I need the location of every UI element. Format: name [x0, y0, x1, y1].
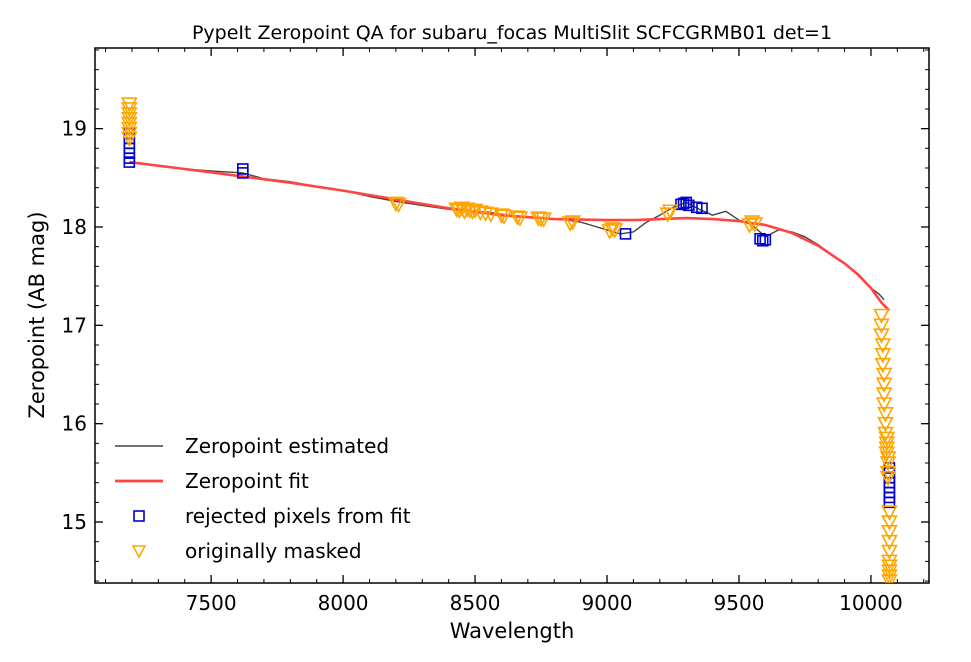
- masked-pixel-marker: [564, 215, 582, 231]
- legend-label-1: Zeropoint fit: [185, 469, 309, 493]
- legend-label-2: rejected pixels from fit: [185, 504, 411, 528]
- masked-pixel-marker: [535, 212, 553, 228]
- masked-pixel-marker: [120, 107, 138, 123]
- masked-pixel-marker: [881, 559, 898, 575]
- legend-label-3: originally masked: [185, 539, 362, 563]
- y-tick-label: 15: [62, 510, 87, 534]
- masked-pixel-marker: [881, 554, 898, 571]
- legend: Zeropoint estimated Zeropoint fit rejected…: [115, 434, 411, 563]
- y-tick-label: 17: [62, 313, 87, 337]
- masked-pixel-marker: [495, 209, 513, 225]
- masked-pixel-marker: [877, 407, 894, 423]
- masked-pixel-marker: [873, 308, 890, 325]
- masked-pixel-marker: [390, 197, 407, 214]
- series-line-1: [129, 160, 891, 312]
- masked-pixel-marker: [879, 466, 897, 482]
- x-tick-label: 9000: [582, 591, 633, 615]
- masked-pixel-marker: [874, 338, 892, 354]
- legend-swatch-2: [133, 510, 145, 522]
- data-layer: [120, 97, 898, 583]
- masked-pixel-marker: [881, 505, 898, 521]
- masked-pixel-marker: [120, 126, 138, 143]
- masked-pixel-marker: [878, 436, 896, 453]
- y-tick-label: 19: [62, 117, 87, 141]
- masked-pixel-marker: [881, 525, 898, 541]
- masked-pixel-marker: [881, 544, 898, 561]
- masked-pixel-marker: [873, 328, 890, 344]
- rejected-pixel-marker: [756, 234, 769, 247]
- y-tick-label: 18: [62, 215, 87, 239]
- masked-pixel-marker: [879, 470, 897, 487]
- masked-pixel-marker: [874, 348, 892, 364]
- masked-pixel-marker: [456, 204, 473, 220]
- masked-pixel-marker: [601, 224, 618, 240]
- masked-pixel-marker: [881, 534, 898, 551]
- masked-pixel-marker: [120, 97, 138, 113]
- rejected-pixel-marker: [696, 202, 708, 215]
- masked-pixel-marker: [874, 357, 892, 374]
- masked-pixel-marker: [881, 515, 898, 531]
- masked-pixel-marker: [120, 116, 138, 133]
- masked-pixel-marker: [466, 203, 484, 219]
- rejected-pixel-marker: [123, 127, 136, 140]
- y-axis-label: Zeropoint (AB mag): [25, 211, 49, 418]
- masked-pixel-marker: [561, 216, 579, 232]
- masked-pixel-marker: [875, 387, 893, 403]
- x-tick-label: 8500: [450, 591, 501, 615]
- rejected-pixel-marker: [236, 163, 249, 175]
- masked-pixel-marker: [482, 207, 500, 223]
- x-tick-label: 7500: [186, 591, 237, 615]
- masked-pixel-marker: [603, 222, 621, 238]
- masked-pixel-marker: [881, 574, 898, 583]
- masked-pixel-marker: [471, 205, 489, 221]
- legend-swatch-3: [131, 545, 147, 559]
- masked-pixel-marker: [606, 223, 624, 239]
- masked-pixel-marker: [120, 121, 138, 138]
- masked-pixel-marker: [511, 211, 529, 227]
- plot-frame: [94, 47, 930, 584]
- masked-pixel-marker: [879, 451, 897, 467]
- masked-pixel-marker: [878, 441, 896, 457]
- masked-pixel-marker: [120, 131, 138, 148]
- masked-pixel-marker: [878, 431, 896, 448]
- x-tick-label: 8000: [318, 591, 369, 615]
- masked-pixel-marker: [875, 367, 893, 384]
- x-tick-label: 10000: [839, 591, 903, 615]
- legend-label-0: Zeropoint estimated: [185, 434, 389, 458]
- masked-pixel-marker: [477, 206, 494, 222]
- masked-pixel-marker: [120, 102, 138, 118]
- masked-pixel-marker: [878, 446, 896, 462]
- rejected-pixel-marker: [619, 228, 632, 240]
- x-axis-label: Wavelength: [450, 619, 575, 643]
- masked-pixel-marker: [493, 208, 510, 224]
- masked-pixel-marker: [877, 416, 894, 433]
- masked-pixel-marker: [530, 211, 547, 227]
- x-tick-label: 9500: [714, 591, 765, 615]
- series-line-0: [129, 161, 885, 301]
- masked-pixel-marker: [879, 456, 897, 472]
- masked-pixel-marker: [881, 569, 898, 583]
- masked-pixel-marker: [875, 397, 893, 413]
- masked-pixel-marker: [659, 207, 677, 223]
- masked-pixel-marker: [873, 318, 890, 335]
- masked-pixel-marker: [387, 196, 405, 213]
- rejected-pixel-marker: [759, 233, 772, 246]
- chart-title: PypeIt Zeropoint QA for subaru_focas Mul…: [192, 22, 832, 44]
- masked-pixel-marker: [450, 203, 468, 219]
- rejected-pixel-marker: [683, 199, 695, 212]
- masked-pixel-marker: [881, 564, 898, 580]
- masked-pixel-marker: [746, 217, 764, 233]
- masked-pixel-marker: [741, 218, 758, 234]
- masked-pixel-marker: [120, 112, 138, 128]
- masked-pixel-marker: [508, 210, 526, 226]
- masked-pixel-marker: [877, 426, 894, 443]
- masked-pixel-marker: [662, 204, 679, 220]
- ticks-layer: 7500 8000 8500 9000 9500 10000 15 16 17 18 19: [62, 48, 929, 615]
- y-tick-label: 16: [62, 412, 87, 436]
- masked-pixel-marker: [875, 377, 893, 394]
- masked-pixel-marker: [743, 215, 761, 231]
